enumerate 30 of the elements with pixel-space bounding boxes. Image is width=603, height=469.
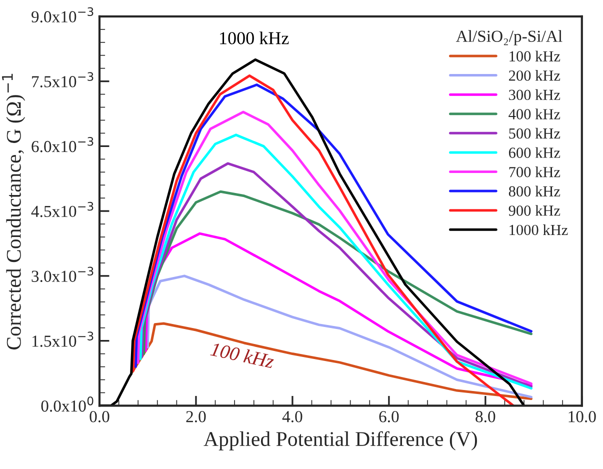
legend-label: 200 kHz	[508, 70, 560, 81]
legend-title: Al/SiO₂/p-Si/Al	[456, 30, 562, 46]
legend-label: 800 kHz	[508, 186, 560, 197]
legend-label: 100 kHz	[510, 50, 560, 62]
x-tick-label: 2.0	[186, 411, 206, 422]
legend-label: 400 kHz	[508, 108, 560, 120]
legend-label: 600 kHz	[508, 147, 560, 158]
y-tick-label: 3.0x10$^{−3}$	[32, 266, 94, 282]
annotation: 1000 kHz	[220, 32, 289, 44]
y-tick-label: 7.5x10$^{−3}$	[32, 72, 94, 88]
legend-label: 700 kHz	[509, 166, 560, 178]
x-tick-label: 4.0	[282, 411, 302, 422]
legend-label: 900 kHz	[508, 205, 560, 216]
x-tick-label: 0.0	[90, 411, 110, 422]
y-tick-label: 6.0x10$^{−3}$	[32, 136, 94, 152]
y-tick-label: 9.0x10$^{−3}$	[32, 7, 94, 22]
x-tick-label: 8.0	[476, 411, 496, 422]
y-axis-title: Corrected Conductance, G (Ω)$^{−1}$	[2, 74, 26, 350]
x-axis-title: Applied Potential Difference (V)	[204, 431, 477, 450]
line-series	[131, 322, 532, 400]
y-tick-label: 4.5x10$^{−3}$	[31, 202, 94, 218]
annotation: 100 kHz	[210, 342, 275, 368]
x-tick-label: 6.0	[379, 411, 399, 422]
line-series	[146, 274, 532, 398]
legend-label: 500 kHz	[509, 128, 560, 139]
y-tick-label: 1.5x10$^{−3}$	[32, 332, 94, 347]
legend-label: 300 kHz	[509, 89, 560, 100]
x-tick-label: 10.0	[568, 411, 596, 422]
legend-label: 1000 kHz	[510, 224, 568, 236]
y-tick-label: 0.0x10$^{0}$	[41, 396, 94, 412]
